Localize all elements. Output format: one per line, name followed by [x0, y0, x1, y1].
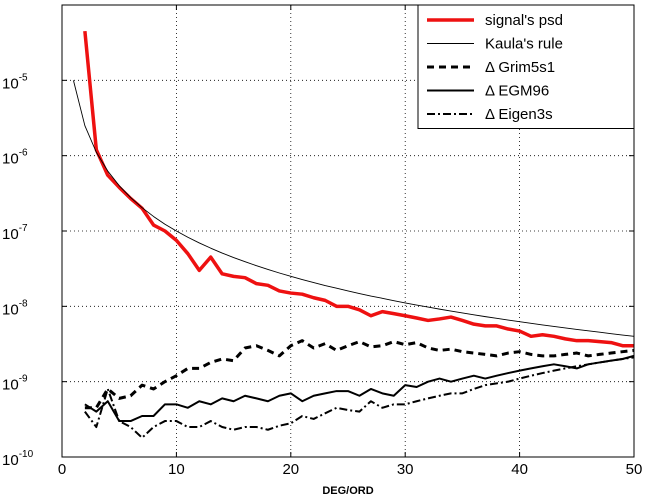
y-tick-base: 10 [2, 151, 19, 168]
y-tick-base: 10 [2, 226, 19, 243]
y-tick-exponent: -5 [19, 72, 28, 83]
y-tick-base: 10 [2, 377, 19, 394]
x-tick-label: 30 [397, 461, 414, 478]
series-line [84, 339, 635, 410]
legend: signal's psd Kaula's rule Δ Grim5s1 Δ EGM96… [417, 4, 635, 129]
x-tick-label: 40 [511, 461, 528, 478]
y-tick-exponent: -6 [19, 148, 28, 159]
legend-label: Δ Grim5s1 [485, 59, 555, 76]
x-tick-label: 10 [168, 461, 185, 478]
legend-label: Δ EGM96 [485, 83, 549, 100]
legend-label: Kaula's rule [485, 36, 563, 53]
series-line [83, 30, 634, 348]
series-line [84, 354, 635, 423]
y-tick-label: 10-9 [2, 374, 28, 394]
y-tick-label: 10-6 [2, 148, 28, 168]
x-tick-label: 50 [626, 461, 643, 478]
series-4 [84, 354, 635, 423]
y-tick-exponent: -8 [19, 298, 28, 309]
y-tick-exponent: -9 [19, 374, 28, 385]
series-line [84, 356, 635, 439]
series-1 [83, 30, 634, 348]
series-line [73, 80, 635, 337]
y-tick-exponent: -7 [19, 223, 28, 234]
legend-label: signal's psd [485, 12, 563, 29]
legend-label: Δ Eigen3s [485, 106, 553, 123]
y-tick-base: 10 [2, 301, 19, 318]
series-3 [84, 339, 635, 410]
y-tick-label: 10-8 [2, 298, 28, 318]
x-axis-label: DEG/ORD [322, 485, 373, 497]
y-tick-base: 10 [2, 75, 19, 92]
x-tick-label: 0 [58, 461, 66, 478]
x-tick-label: 20 [282, 461, 299, 478]
y-tick-label: 10-10 [2, 449, 34, 469]
y-tick-label: 10-5 [2, 72, 28, 92]
y-tick-label: 10-7 [2, 223, 28, 243]
series-2 [73, 80, 635, 337]
series-5 [84, 356, 635, 439]
y-tick-exponent: -10 [19, 449, 34, 460]
y-tick-base: 10 [2, 452, 19, 469]
series-layer [73, 30, 635, 439]
